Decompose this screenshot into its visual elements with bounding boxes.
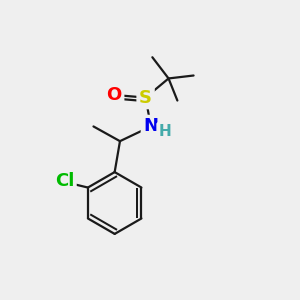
Text: O: O	[106, 86, 122, 104]
Text: H: H	[159, 124, 171, 139]
Text: Cl: Cl	[55, 172, 74, 190]
Text: S: S	[139, 88, 152, 106]
Text: N: N	[143, 117, 158, 135]
